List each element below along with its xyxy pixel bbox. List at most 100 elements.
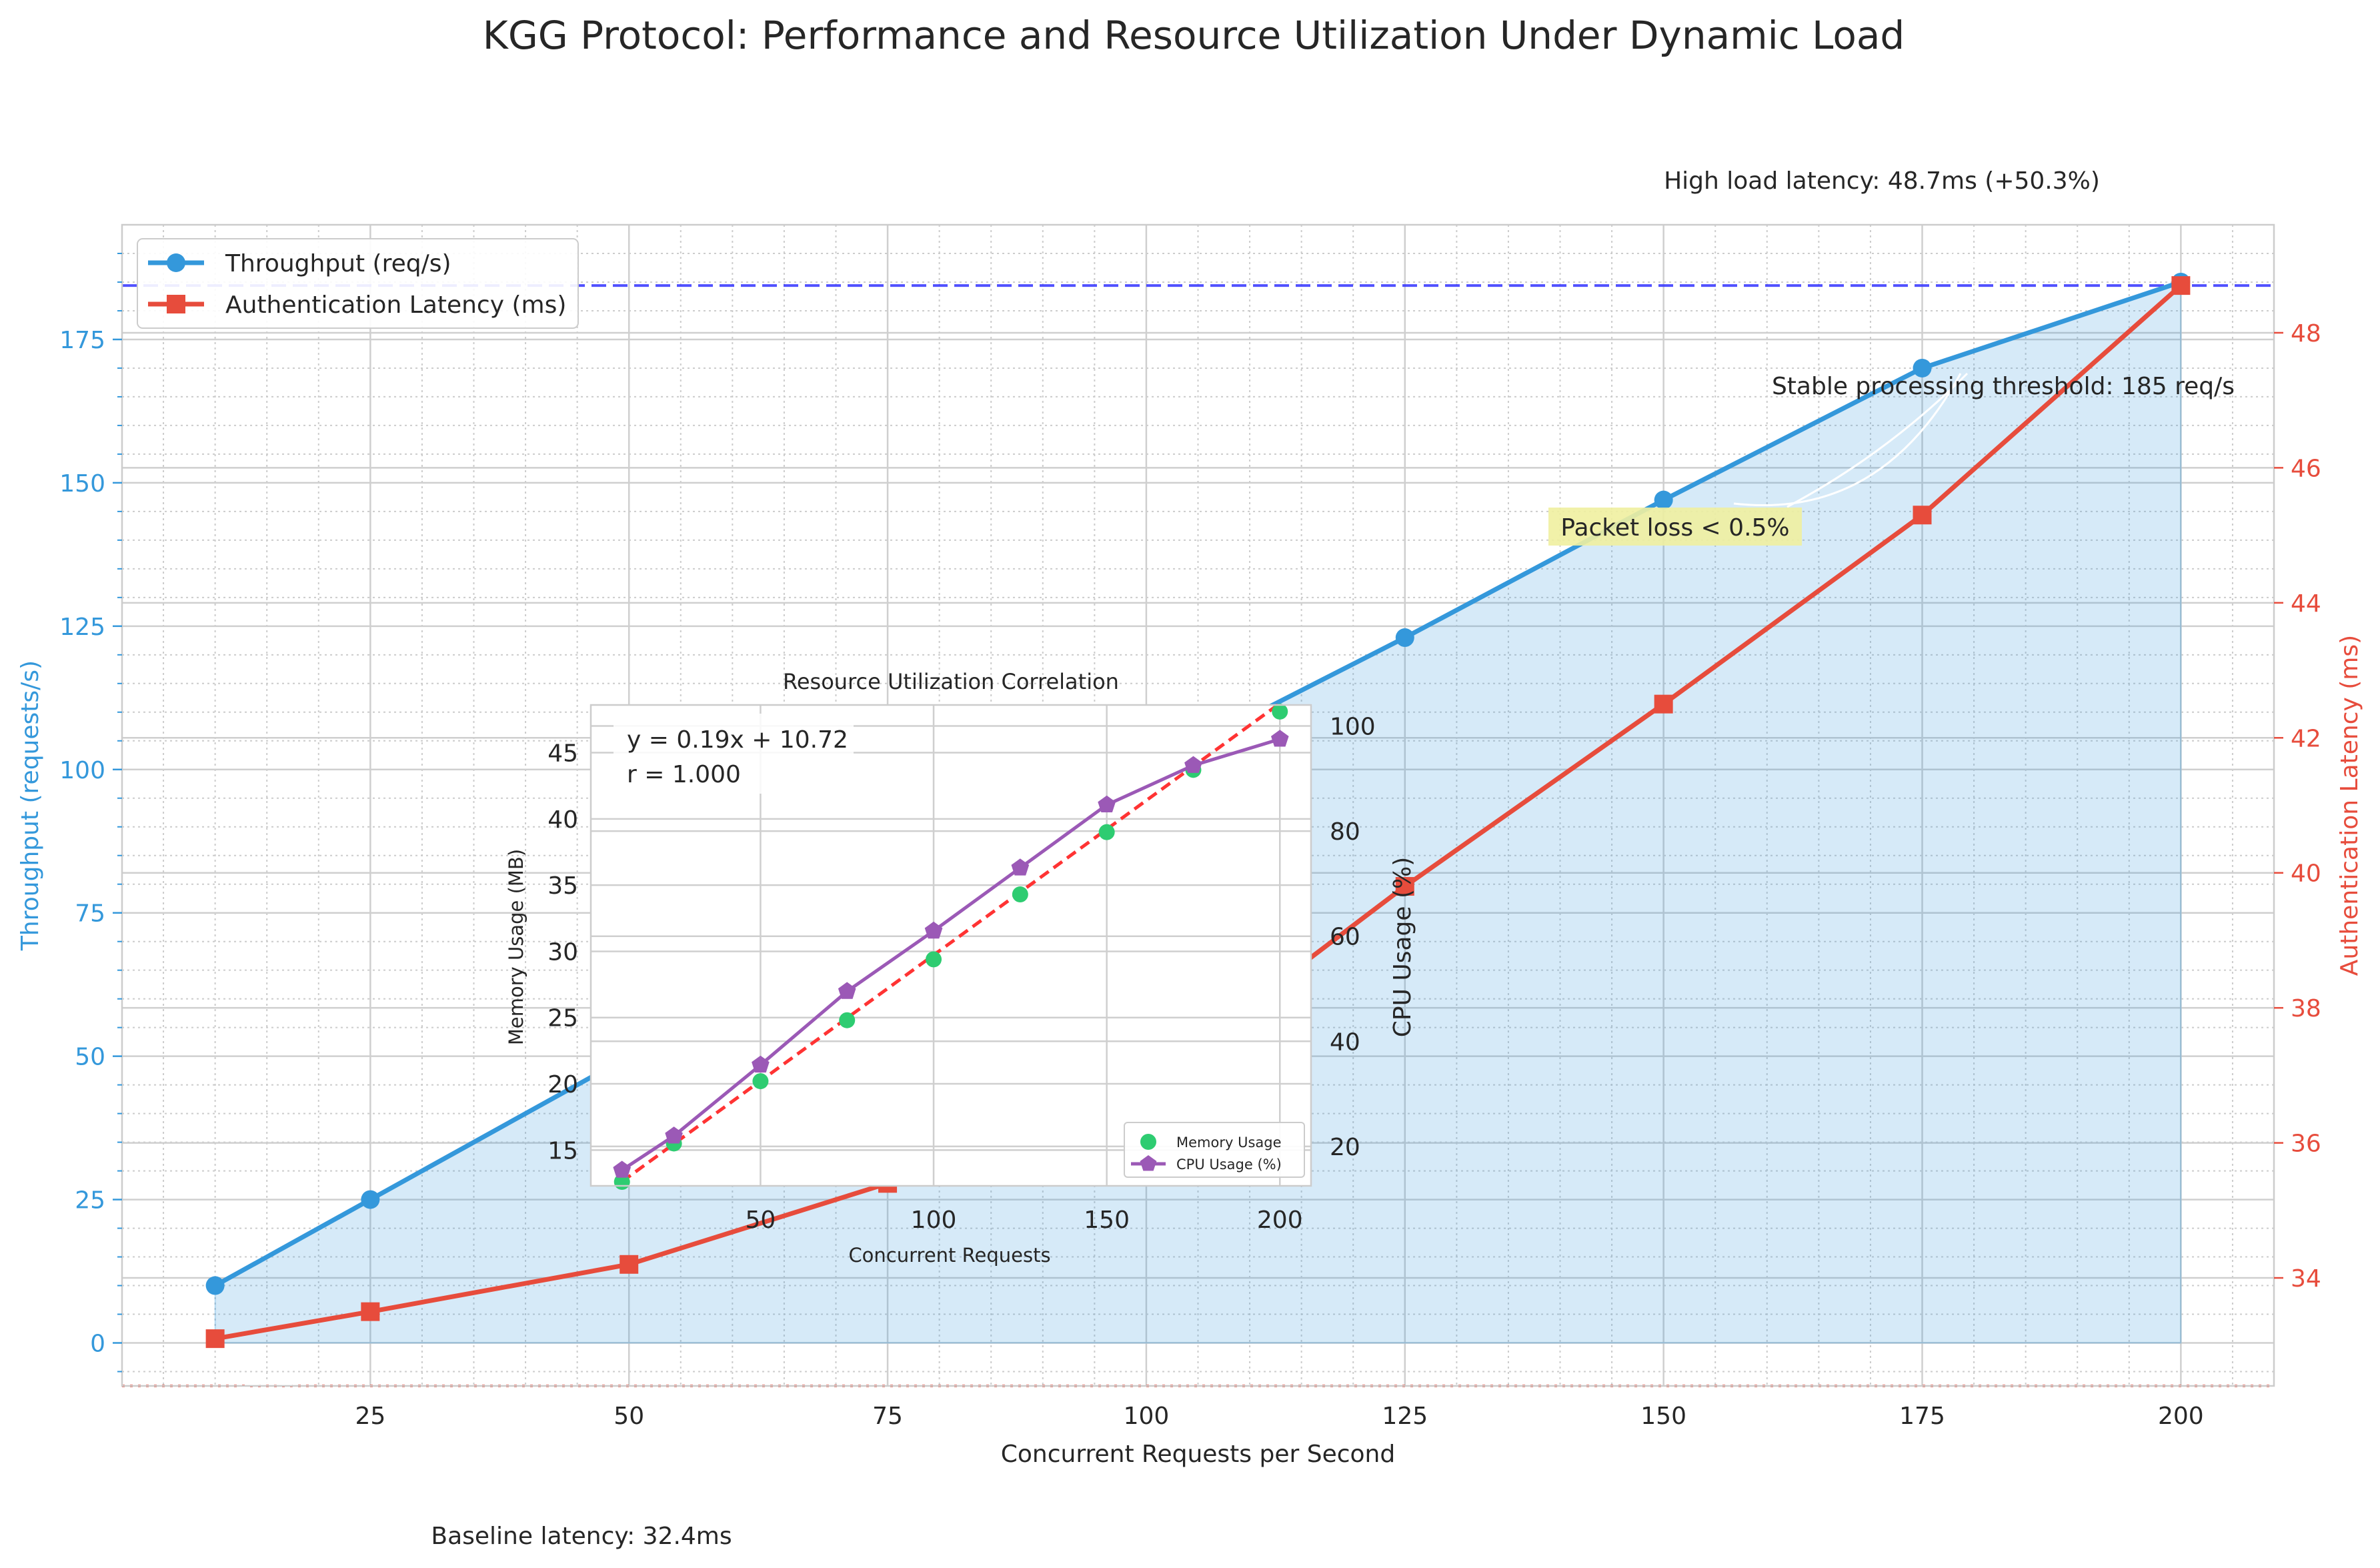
y2-tick-label: 44: [2291, 590, 2321, 618]
y-tick-label: 50: [75, 1044, 105, 1071]
inset-fit-equation: y = 0.19x + 10.72: [627, 726, 848, 754]
cpu-point: [1011, 858, 1030, 876]
latency-point: [361, 1302, 380, 1321]
cpu-point: [838, 982, 856, 999]
x-tick-label: 25: [355, 1403, 385, 1430]
x-tick-label: 200: [2158, 1403, 2204, 1430]
x-tick-label: 150: [1640, 1403, 1686, 1430]
y2-tick-label: 42: [2291, 725, 2321, 752]
inset-y2-axis-label: CPU Usage (%): [1389, 857, 1416, 1038]
inset-fit-r: r = 1.000: [627, 761, 741, 788]
y2-tick-label: 38: [2291, 995, 2321, 1022]
memory-point: [752, 1073, 769, 1090]
x-tick-label: 125: [1382, 1403, 1428, 1430]
annotation-arrow: [1787, 372, 1969, 508]
gridlines: [122, 225, 2274, 1386]
annotation-packet-loss: Packet loss < 0.5%: [1548, 508, 1802, 546]
inset-fit-line: [621, 702, 1281, 1183]
legend-swatch-marker: [167, 253, 185, 272]
inset-x-tick-label: 100: [911, 1207, 957, 1234]
inset-y-tick-label: 40: [547, 806, 578, 834]
inset-cpu-series: [613, 730, 1289, 1178]
latency-point: [1654, 694, 1673, 714]
inset-y-tick-label: 30: [547, 938, 578, 966]
inset-y-tick-label: 15: [547, 1137, 578, 1164]
inset-legend-swatch: [1140, 1134, 1156, 1150]
cpu-point: [665, 1126, 683, 1144]
inset-y2-tick-label: 60: [1330, 924, 1360, 951]
inset-title: Resource Utilization Correlation: [783, 669, 1119, 694]
legend-label: Authentication Latency (ms): [225, 291, 566, 319]
legend-item: Throughput (req/s): [148, 250, 451, 277]
inset-y-tick-label: 45: [547, 740, 578, 768]
y-tick-label: 175: [59, 327, 105, 354]
y-tick-label: 100: [59, 757, 105, 784]
cpu-point: [1184, 756, 1202, 773]
y2-tick-label: 46: [2291, 455, 2321, 482]
y-tick-label: 0: [90, 1331, 105, 1358]
plot-frame: [121, 223, 2275, 1387]
annotation-high-load: High load latency: 48.7ms (+50.3%): [1664, 167, 2100, 195]
inset-frame: [589, 704, 1312, 1187]
latency-point: [2171, 276, 2191, 295]
legend-item: Authentication Latency (ms): [148, 291, 566, 319]
inset-legend-item: CPU Usage (%): [1131, 1155, 1282, 1172]
inset-legend-box: [1124, 1122, 1305, 1178]
legend-swatch-marker: [167, 295, 185, 313]
y2-tick-label: 48: [2291, 320, 2321, 347]
cpu-point: [924, 921, 943, 939]
y2-tick-label: 40: [2291, 860, 2321, 888]
memory-point: [839, 1012, 856, 1028]
cpu-point: [613, 1160, 631, 1178]
y2-tick-label: 34: [2291, 1265, 2321, 1293]
inset-legend-item: Memory Usage: [1140, 1134, 1282, 1150]
x-tick-label: 175: [1899, 1403, 1945, 1430]
memory-point: [1098, 824, 1115, 840]
throughput-point: [1395, 628, 1414, 648]
inset-x-tick-label: 200: [1257, 1207, 1303, 1234]
inset-fit-stats: y = 0.19x + 10.72 r = 1.000: [614, 714, 854, 794]
latency-point: [205, 1329, 225, 1349]
throughput-point: [1654, 490, 1673, 510]
inset-legend: Memory Usage CPU Usage (%): [1124, 1122, 1305, 1178]
inset-fit-stats-box: [614, 714, 854, 794]
latency-point: [1395, 876, 1414, 896]
y-tick-label: 125: [59, 614, 105, 641]
inset-y2-tick-label: 20: [1330, 1134, 1360, 1161]
legend: Throughput (req/s) Authentication Latency…: [137, 238, 579, 329]
annotation-threshold: Stable processing threshold: 185 req/s: [1772, 373, 2235, 400]
y2-axis-label: Authentication Latency (ms): [2336, 635, 2363, 976]
inset-y2-tick-label: 80: [1330, 818, 1360, 846]
x-tick-label: 50: [614, 1403, 644, 1430]
x-tick-label: 75: [872, 1403, 903, 1430]
figure-title: KGG Protocol: Performance and Resource U…: [483, 13, 1905, 58]
annotation-packet-loss-text: Packet loss < 0.5%: [1560, 514, 1789, 542]
throughput-point: [205, 1276, 225, 1295]
y-axis-label: Throughput (requests/s): [17, 660, 44, 951]
throughput-point: [1913, 358, 1932, 377]
y-tick-label: 75: [75, 900, 105, 928]
inset-legend-label: CPU Usage (%): [1176, 1156, 1282, 1172]
y2-tick-label: 36: [2291, 1130, 2321, 1158]
legend-label: Throughput (req/s): [225, 250, 451, 277]
legend-box: [137, 238, 579, 329]
inset-x-axis-label: Concurrent Requests: [848, 1244, 1050, 1267]
inset-y-tick-label: 35: [547, 872, 578, 900]
inset-y2-tick-label: 40: [1330, 1028, 1360, 1056]
x-axis-label: Concurrent Requests per Second: [1001, 1441, 1395, 1468]
annotation-baseline: Baseline latency: 32.4ms: [431, 1523, 732, 1550]
inset-legend-label: Memory Usage: [1176, 1134, 1282, 1150]
memory-point: [926, 951, 942, 968]
memory-point: [1272, 703, 1288, 720]
annotation-arrow: [1945, 214, 2173, 281]
annotation-highlight-box: [1548, 508, 1802, 546]
y-tick-label: 25: [75, 1187, 105, 1215]
inset-chart: Resource Utilization Correlation 50 100 150…: [505, 669, 1416, 1267]
x-tick-label: 100: [1124, 1403, 1170, 1430]
inset-legend-swatch: [1140, 1155, 1157, 1171]
latency-point: [620, 1255, 639, 1274]
inset-x-tick-label: 150: [1084, 1207, 1130, 1234]
cpu-point: [1271, 730, 1289, 747]
annotation-arrow: [1733, 373, 1962, 507]
